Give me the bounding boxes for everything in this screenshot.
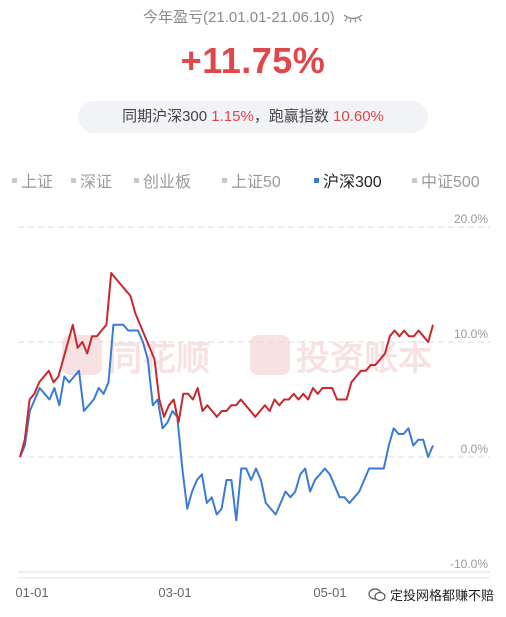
tab-label: 中证500 [421,174,480,191]
y-tick-label: -10.0% [450,557,488,571]
tab-dot [314,177,319,183]
y-tick-label: 10.0% [454,327,488,341]
footer-source: 定投网格都赚不赔 [368,585,494,604]
x-tick-label: 05-01 [313,585,346,600]
portfolio-series-line [19,272,434,458]
tab-dot [134,177,139,183]
tab-label: 上证 [21,174,54,191]
return-chart: 20.0% 10.0% 0.0% -10.0% 01-01 03-01 05-01 [15,212,490,600]
y-tick-label: 20.0% [454,212,488,226]
tab-dot [71,177,76,183]
tab-label: 沪深300 [323,174,382,191]
tab-dot [12,177,17,183]
index-series-line [19,323,434,522]
tab-dot [222,177,227,183]
period-label: 今年盈亏(21.01.01-21.06.10) [143,9,335,26]
tab-sz50[interactable]: 上证50 [222,168,281,192]
x-tick-label: 01-01 [15,585,48,600]
footer-text: 定投网格都赚不赔 [389,588,494,603]
wechat-icon [368,587,386,601]
watermark-brand1: 同花顺 [108,339,210,378]
compare-excess: 10.60% [333,108,384,125]
period-row: 今年盈亏(21.01.01-21.06.10) [0,6,506,27]
compare-index-return: 1.15% [211,108,254,125]
index-tabs: 上证 深证 创业板 上证50 沪深300 中证500 [0,168,506,192]
y-tick-label: 0.0% [461,442,489,456]
tab-chuangyeban[interactable]: 创业板 [134,168,191,192]
tab-dot [412,177,417,183]
tab-shangzheng[interactable]: 上证 [12,168,53,192]
tab-shenzheng[interactable]: 深证 [71,168,112,192]
tab-hs300[interactable]: 沪深300 [314,168,382,192]
compare-prefix: 同期沪深300 [122,108,212,125]
tab-zz500[interactable]: 中证500 [412,168,480,192]
tab-label: 深证 [80,174,113,191]
x-tick-label: 03-01 [158,585,191,600]
compare-mid: ，跑赢指数 [253,108,334,125]
benchmark-compare: 同期沪深300 1.15%，跑赢指数 10.60% [78,101,428,133]
tab-label: 创业板 [143,174,192,191]
eye-closed-icon[interactable] [343,13,363,23]
tab-label: 上证50 [231,174,281,191]
ytd-return: +11.75% [180,40,326,81]
